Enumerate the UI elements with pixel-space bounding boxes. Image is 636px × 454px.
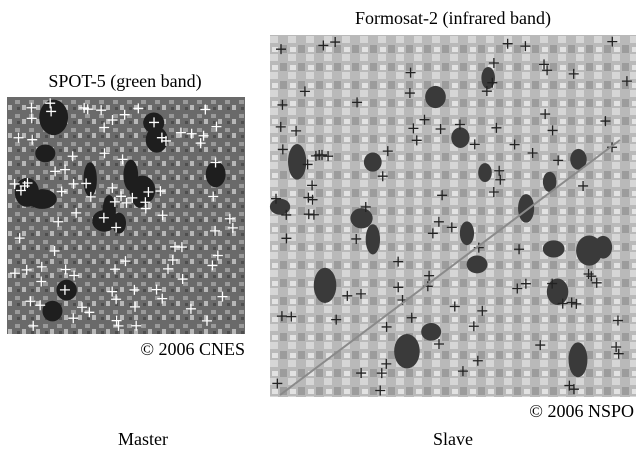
- dark-field: [288, 144, 306, 180]
- left-title: SPOT-5 (green band): [48, 71, 201, 92]
- dark-field: [425, 86, 446, 108]
- dark-field: [543, 240, 565, 257]
- dark-field: [594, 236, 612, 259]
- dark-field: [518, 194, 534, 223]
- dark-field: [460, 221, 474, 245]
- left-caption: Master: [118, 429, 168, 449]
- spot5-image: [7, 97, 245, 334]
- dark-field: [547, 278, 568, 305]
- dark-field: [451, 127, 469, 148]
- dark-field: [478, 163, 492, 182]
- dark-field: [42, 301, 62, 322]
- dark-field: [130, 176, 156, 205]
- dark-field: [35, 144, 55, 162]
- dark-field: [421, 323, 441, 341]
- dark-field: [39, 100, 68, 135]
- right-credit: © 2006 NSPO: [529, 401, 634, 421]
- dark-field: [350, 208, 372, 228]
- dark-field: [364, 152, 382, 171]
- dark-field: [366, 224, 380, 254]
- dark-field: [83, 162, 96, 197]
- dark-field: [270, 199, 290, 215]
- dark-field: [146, 127, 168, 153]
- figure: SPOT-5 (green band) © 2006 CNES Formosat…: [0, 0, 636, 454]
- dark-field: [467, 255, 488, 273]
- right-caption: Slave: [433, 429, 473, 449]
- left-credit: © 2006 CNES: [140, 339, 245, 359]
- dark-field: [314, 268, 337, 303]
- right-title: Formosat-2 (infrared band): [355, 8, 551, 29]
- dark-field: [569, 342, 588, 377]
- formosat2-image: [270, 35, 636, 397]
- dark-field: [394, 334, 420, 368]
